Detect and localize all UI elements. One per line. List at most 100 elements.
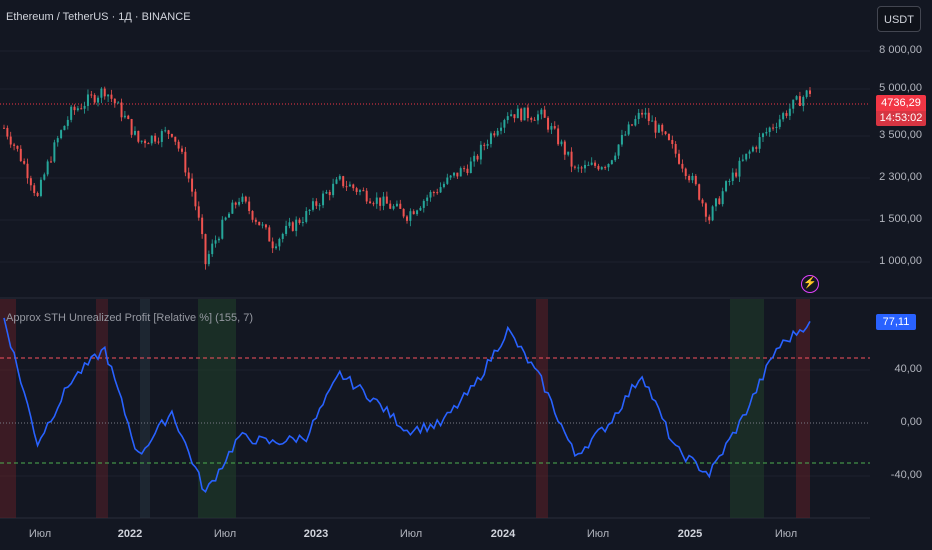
time-label: 2024 [490,528,516,540]
candle-body [426,197,429,201]
candle-body [453,172,456,176]
price-axis-label: 2 300,00 [879,171,922,183]
candle-body [157,141,160,143]
candle-body [429,192,432,198]
candle-body [597,165,600,170]
candle-body [409,211,412,221]
candle-body [714,198,717,207]
candle-body [583,164,586,169]
candle-body [345,186,348,188]
candle-body [651,120,654,122]
indicator-axis-label: 40,00 [894,363,922,375]
price-candles [3,86,811,270]
candle-body [392,206,395,209]
indicator-title[interactable]: Approx STH Unrealized Profit [Relative %… [6,312,253,324]
candle-body [217,238,220,241]
candle-body [382,196,385,206]
candle-body [43,174,46,180]
candle-body [268,227,271,242]
price-axis-label: 3 500,00 [879,129,922,141]
candle-body [419,207,422,211]
candle-body [244,196,247,202]
candle-body [174,136,177,142]
currency-button[interactable]: USDT [877,6,921,32]
candle-body [449,175,452,178]
lightning-icon[interactable]: ⚡ [801,275,819,293]
candle-body [530,118,533,120]
price-axis-label: 1 000,00 [879,255,922,267]
candle-body [281,233,284,239]
symbol-title[interactable]: Ethereum / TetherUS · 1Д · BINANCE [6,11,191,23]
candle-body [311,201,314,210]
candle-body [701,199,704,204]
candle-body [117,102,120,104]
candle-body [83,105,86,109]
candle-body [140,140,143,142]
candle-body [6,127,9,137]
candle-body [271,241,274,249]
candle-body [241,196,244,202]
candle-body [577,167,580,169]
candle-body [39,179,42,196]
last-price-tag: 4736,29 [876,95,926,111]
candle-body [631,124,634,126]
candle-body [610,160,613,165]
candle-body [406,216,408,221]
candle-body [76,108,79,111]
candle-body [567,151,570,155]
candle-body [805,90,808,97]
candle-body [664,131,667,135]
candle-body [755,147,758,149]
candle-body [489,133,492,144]
time-label: 2023 [303,528,329,540]
countdown-tag: 14:53:02 [876,111,926,126]
candle-body [342,176,345,187]
candle-body [412,211,415,215]
candle-body [123,115,126,118]
candle-body [187,172,190,179]
candle-body [778,119,781,127]
candle-body [53,142,56,162]
candle-body [657,124,660,133]
candle-body [133,130,136,135]
candle-body [248,201,251,212]
candle-body [647,112,650,122]
candle-body [80,108,83,110]
candle-body [107,94,110,97]
candle-body [214,240,217,244]
candle-body [795,96,798,100]
candle-body [150,135,153,144]
candle-body [50,161,53,163]
candle-body [614,155,617,161]
candle-body [798,96,801,107]
candle-body [479,144,482,160]
candle-body [691,175,694,181]
candle-body [201,217,204,235]
candle-body [681,163,684,169]
candle-body [513,114,516,119]
candle-body [557,128,560,145]
candle-body [120,102,123,118]
candle-body [708,216,711,221]
candle-body [348,184,351,187]
candle-body [275,246,278,249]
candle-body [644,112,647,115]
candle-body [328,191,331,196]
candle-body [130,119,133,135]
candle-body [389,203,392,209]
candle-body [93,95,96,103]
candle-body [352,184,355,189]
candle-body [459,168,462,177]
candle-body [761,133,764,138]
candle-body [399,203,402,209]
candle-body [164,130,167,132]
candle-body [802,96,805,107]
candle-body [721,191,724,205]
candle-body [547,117,550,130]
candle-body [745,153,748,160]
candle-body [617,144,620,156]
candle-body [36,193,39,196]
candle-body [661,124,664,132]
candle-body [792,99,795,109]
